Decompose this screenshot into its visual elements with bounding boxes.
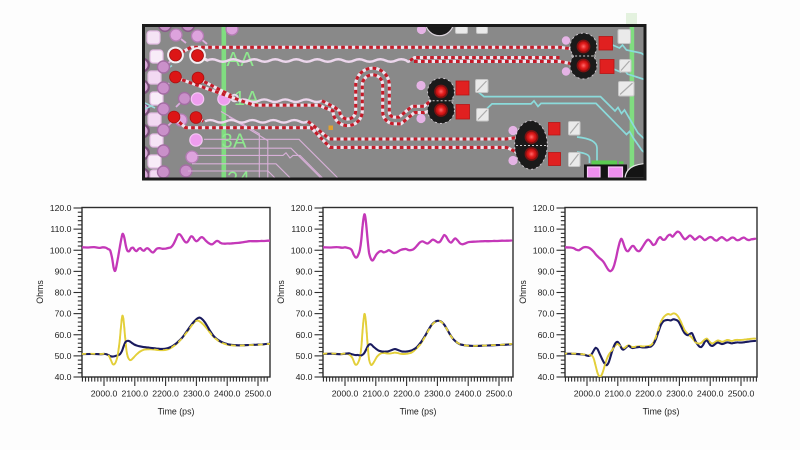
svg-text:2400.0: 2400.0 — [455, 389, 482, 399]
svg-text:50.0: 50.0 — [55, 351, 72, 361]
svg-text:70.0: 70.0 — [55, 309, 72, 319]
svg-text:2000.0: 2000.0 — [332, 389, 359, 399]
svg-text:110.0: 110.0 — [533, 224, 554, 234]
svg-text:100.0: 100.0 — [533, 245, 555, 255]
svg-text:110.0: 110.0 — [50, 224, 71, 234]
svg-text:Ohms: Ohms — [518, 280, 528, 304]
svg-text:Ohms: Ohms — [276, 280, 286, 304]
svg-text:2300.0: 2300.0 — [424, 389, 451, 399]
svg-text:60.0: 60.0 — [55, 330, 72, 340]
svg-text:2300.0: 2300.0 — [183, 389, 210, 399]
svg-text:2000.0: 2000.0 — [91, 389, 118, 399]
svg-text:2300.0: 2300.0 — [666, 389, 693, 399]
svg-text:60.0: 60.0 — [296, 330, 313, 340]
svg-text:2000.0: 2000.0 — [574, 389, 601, 399]
svg-text:40.0: 40.0 — [538, 372, 555, 382]
svg-text:2200.0: 2200.0 — [152, 389, 179, 399]
svg-text:90.0: 90.0 — [296, 266, 313, 276]
svg-text:2200.0: 2200.0 — [393, 389, 420, 399]
svg-text:2100.0: 2100.0 — [605, 389, 632, 399]
svg-text:50.0: 50.0 — [296, 351, 313, 361]
svg-text:80.0: 80.0 — [55, 288, 72, 298]
svg-text:Time (ps): Time (ps) — [158, 407, 195, 417]
svg-text:2500.0: 2500.0 — [486, 389, 513, 399]
svg-text:70.0: 70.0 — [538, 309, 555, 319]
svg-text:120.0: 120.0 — [291, 203, 313, 213]
svg-text:70.0: 70.0 — [296, 309, 313, 319]
svg-text:90.0: 90.0 — [55, 266, 72, 276]
svg-text:40.0: 40.0 — [296, 372, 313, 382]
svg-text:2400.0: 2400.0 — [697, 389, 724, 399]
svg-text:60.0: 60.0 — [538, 330, 555, 340]
svg-text:Time (ps): Time (ps) — [400, 407, 437, 417]
svg-text:3A: 3A — [222, 131, 248, 153]
svg-text:2500.0: 2500.0 — [245, 389, 272, 399]
svg-text:110.0: 110.0 — [291, 224, 312, 234]
svg-text:80.0: 80.0 — [296, 288, 313, 298]
svg-text:Ohms: Ohms — [35, 280, 45, 304]
svg-text:100.0: 100.0 — [291, 245, 313, 255]
svg-text:2100.0: 2100.0 — [363, 389, 390, 399]
svg-text:100.0: 100.0 — [50, 245, 72, 255]
svg-text:120.0: 120.0 — [533, 203, 555, 213]
svg-text:24: 24 — [227, 169, 250, 191]
svg-text:2200.0: 2200.0 — [635, 389, 662, 399]
svg-text:40.0: 40.0 — [55, 372, 72, 382]
svg-text:50.0: 50.0 — [538, 351, 555, 361]
svg-text:2400.0: 2400.0 — [214, 389, 241, 399]
svg-text:2500.0: 2500.0 — [728, 389, 755, 399]
svg-text:120.0: 120.0 — [50, 203, 72, 213]
svg-text:2100.0: 2100.0 — [122, 389, 149, 399]
svg-text:80.0: 80.0 — [538, 288, 555, 298]
svg-text:90.0: 90.0 — [538, 266, 555, 276]
svg-text:Time (ps): Time (ps) — [643, 407, 680, 417]
